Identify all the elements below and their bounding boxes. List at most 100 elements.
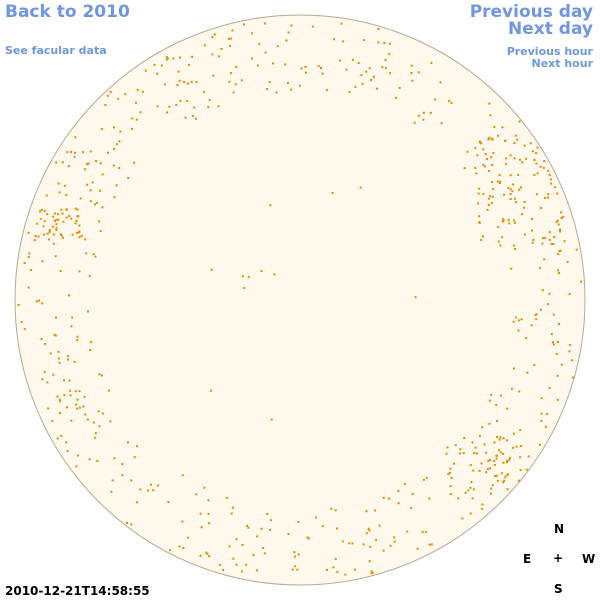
- facula-marker: [293, 551, 296, 554]
- facula-marker: [562, 215, 565, 218]
- facula-marker: [67, 358, 70, 361]
- facula-marker: [473, 452, 476, 454]
- facula-marker: [507, 186, 510, 189]
- facula-marker: [500, 394, 502, 397]
- facula-marker: [78, 270, 81, 273]
- facula-marker: [534, 313, 537, 316]
- facula-marker: [130, 127, 133, 130]
- facula-marker: [168, 105, 171, 108]
- facula-marker: [491, 164, 494, 166]
- facula-marker: [30, 269, 33, 272]
- facula-marker: [513, 432, 515, 435]
- facula-marker: [490, 492, 492, 495]
- facula-marker: [536, 172, 539, 175]
- facula-marker: [491, 195, 494, 198]
- facula-marker: [397, 490, 400, 492]
- facula-marker: [63, 379, 65, 382]
- facula-marker: [78, 236, 81, 239]
- facula-marker: [317, 65, 320, 68]
- facula-marker: [101, 412, 104, 415]
- facula-marker: [55, 226, 58, 229]
- facula-marker: [270, 418, 273, 421]
- facula-marker: [48, 229, 51, 232]
- facula-marker: [552, 341, 554, 344]
- facula-marker: [75, 403, 78, 406]
- facula-marker: [334, 558, 337, 560]
- facula-marker: [285, 39, 288, 42]
- facula-marker: [178, 79, 181, 82]
- solar-disk: [14, 14, 586, 586]
- facula-marker: [40, 208, 43, 211]
- facula-marker: [521, 161, 524, 164]
- see-facular-data-link[interactable]: See facular data: [5, 44, 107, 57]
- facula-marker: [43, 220, 46, 223]
- next-day-link[interactable]: Next day: [508, 19, 593, 39]
- facula-marker: [552, 243, 555, 246]
- facula-marker: [519, 469, 522, 471]
- facula-marker: [57, 182, 60, 185]
- facula-marker: [67, 165, 70, 168]
- facula-marker: [127, 177, 130, 180]
- facula-marker: [17, 304, 20, 306]
- facula-marker: [557, 253, 560, 256]
- facula-marker: [511, 190, 514, 193]
- facula-marker: [497, 134, 499, 137]
- facula-marker: [62, 236, 64, 239]
- facula-marker: [538, 443, 541, 446]
- facula-marker: [203, 91, 205, 94]
- facula-marker: [74, 151, 76, 154]
- previous-hour-link[interactable]: Previous hour: [506, 45, 593, 58]
- facula-marker: [74, 390, 77, 393]
- next-hour-link[interactable]: Next hour: [531, 57, 594, 70]
- facula-marker: [514, 197, 516, 200]
- facula-markers: [17, 22, 583, 576]
- facula-marker: [377, 41, 380, 44]
- facula-marker: [397, 502, 400, 505]
- facula-marker: [365, 510, 368, 513]
- facula-marker: [88, 458, 91, 461]
- facula-marker: [548, 387, 551, 390]
- back-to-year-link[interactable]: Back to 2010: [5, 2, 130, 22]
- facula-marker: [504, 140, 507, 142]
- facula-marker: [469, 512, 472, 515]
- facula-marker: [463, 436, 466, 439]
- facula-marker: [86, 163, 88, 166]
- facula-marker: [471, 497, 474, 500]
- facula-marker: [480, 239, 483, 241]
- facula-marker: [466, 150, 469, 153]
- facula-marker: [76, 335, 79, 338]
- facula-marker: [135, 118, 138, 121]
- facula-marker: [92, 253, 95, 256]
- facula-marker: [181, 520, 184, 523]
- facula-marker: [512, 219, 515, 222]
- facula-marker: [452, 462, 455, 465]
- facula-marker: [164, 83, 166, 86]
- facula-marker: [321, 72, 324, 75]
- facula-marker: [186, 100, 189, 102]
- facula-marker: [348, 542, 351, 545]
- facula-marker: [498, 449, 501, 452]
- facula-marker: [411, 79, 414, 82]
- facula-marker: [41, 302, 44, 305]
- facula-marker: [470, 481, 473, 483]
- facula-marker: [509, 188, 512, 191]
- facula-marker: [79, 197, 82, 200]
- facula-marker: [82, 151, 84, 154]
- facula-marker: [558, 250, 561, 252]
- facula-marker: [482, 235, 484, 238]
- facula-marker: [525, 157, 528, 160]
- facula-marker: [98, 425, 101, 428]
- facula-marker: [543, 196, 546, 199]
- facula-marker: [75, 465, 78, 468]
- facula-marker: [486, 208, 489, 211]
- facula-marker: [503, 193, 505, 196]
- facula-marker: [360, 74, 363, 77]
- facula-marker: [89, 349, 92, 351]
- facula-marker: [498, 438, 501, 441]
- facula-marker: [556, 398, 559, 401]
- facula-marker: [523, 201, 526, 203]
- facula-marker: [211, 36, 214, 39]
- facula-marker: [485, 451, 488, 454]
- facula-marker: [474, 446, 477, 449]
- previous-day-link[interactable]: Previous day: [469, 2, 593, 22]
